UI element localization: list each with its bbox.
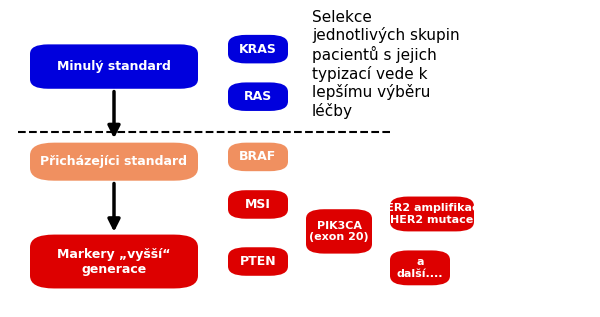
FancyBboxPatch shape	[30, 143, 198, 181]
FancyBboxPatch shape	[228, 35, 288, 63]
FancyBboxPatch shape	[30, 235, 198, 288]
Text: Minulý standard: Minulý standard	[57, 60, 171, 73]
Text: KRAS: KRAS	[239, 42, 277, 56]
Text: Přicházejíci standard: Přicházejíci standard	[41, 155, 187, 168]
FancyBboxPatch shape	[228, 190, 288, 219]
Text: RAS: RAS	[244, 90, 272, 103]
Text: a
další....: a další....	[397, 257, 443, 279]
Text: PTEN: PTEN	[239, 255, 277, 268]
FancyBboxPatch shape	[228, 247, 288, 276]
Text: BRAF: BRAF	[239, 150, 277, 164]
Text: HER2 amplifikace
HER2 mutace: HER2 amplifikace HER2 mutace	[377, 203, 487, 225]
FancyBboxPatch shape	[228, 82, 288, 111]
FancyBboxPatch shape	[306, 209, 372, 254]
FancyBboxPatch shape	[390, 250, 450, 285]
Text: Selekce
jednotlivých skupin
pacientů s jejich
typizací vede k
lepšímu výběru
léč: Selekce jednotlivých skupin pacientů s j…	[312, 10, 460, 119]
Text: PIK3CA
(exon 20): PIK3CA (exon 20)	[309, 221, 369, 242]
FancyBboxPatch shape	[390, 197, 474, 231]
Text: Markery „vyšší“
generace: Markery „vyšší“ generace	[57, 248, 171, 275]
Text: MSI: MSI	[245, 198, 271, 211]
FancyBboxPatch shape	[228, 143, 288, 171]
FancyBboxPatch shape	[30, 44, 198, 89]
